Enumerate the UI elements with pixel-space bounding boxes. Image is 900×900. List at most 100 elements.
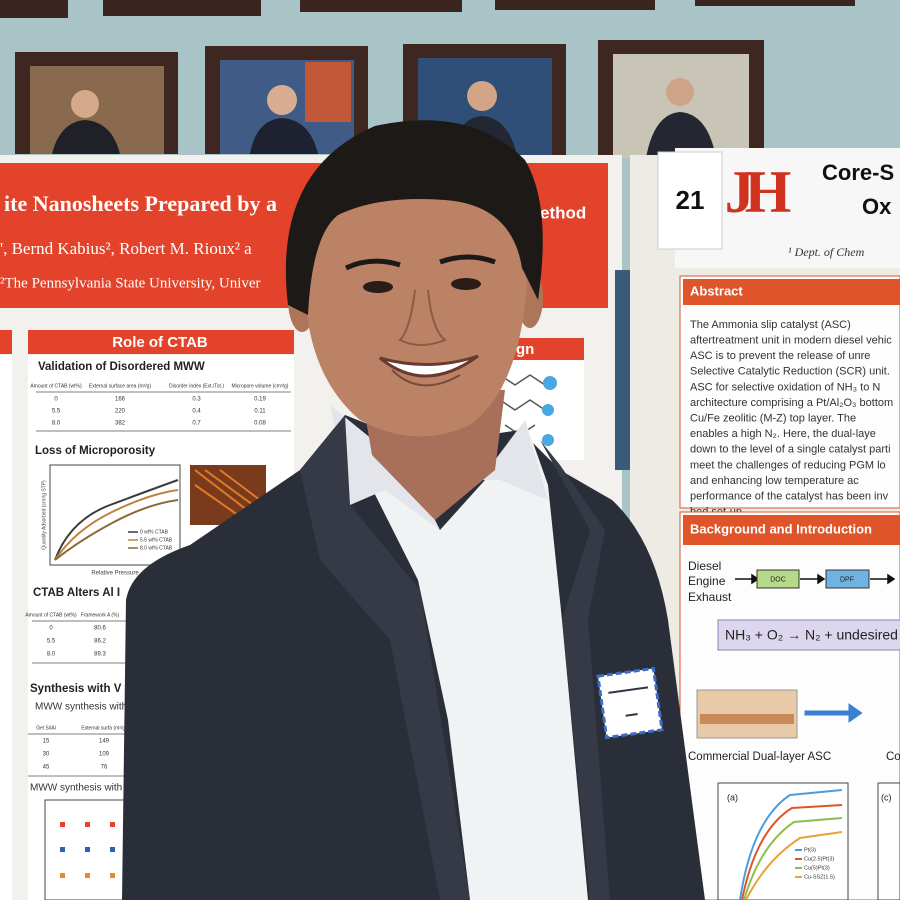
portrait	[15, 52, 178, 154]
heading: CTAB Alters Al I	[33, 587, 120, 599]
table-cell: 0.08	[254, 421, 266, 427]
poster-title: ite Nanosheets Prepared by a	[4, 191, 277, 216]
table-header: External surface area (m²/g)	[89, 383, 152, 389]
abstract-line: meet the challenges of reducing PGM lo	[690, 459, 886, 471]
table-cell: 382	[115, 421, 126, 427]
poster-affiliation: ¹ Dept. of Chem	[788, 245, 865, 259]
table-cell: 149	[99, 739, 110, 745]
table-cell: 0.11	[254, 409, 266, 415]
table-header: Disorder index (Ext./Tot.)	[169, 383, 224, 389]
shirt	[330, 405, 588, 900]
logo: JH	[725, 159, 791, 225]
section-title: Role of CTAB	[112, 334, 208, 351]
right-poster: 21 JH Core-S Ox ¹ Dept. of Chem Abstract…	[615, 148, 900, 900]
name-tag	[596, 666, 664, 740]
poster-title: Ox	[862, 194, 892, 219]
panel	[679, 275, 900, 509]
table-cell: 30	[43, 752, 50, 758]
table-cell: 76	[101, 765, 108, 771]
chart-panel	[877, 782, 900, 900]
eyebrow	[439, 254, 496, 265]
face	[304, 185, 528, 437]
number-card	[657, 151, 723, 250]
abstract-line: ASC for selective oxidation of NH₃ to N	[690, 381, 880, 393]
table-header: Micropore volume (cm³/g)	[232, 383, 289, 389]
portrait	[598, 40, 764, 158]
lapel	[540, 440, 610, 900]
poster-authors: ', Bernd Kabius², Robert M. Rioux² a	[0, 239, 252, 258]
table-cell: 0.19	[254, 397, 266, 403]
legend-label: Cu(2.5)Pt(3)	[804, 856, 834, 862]
table-header: Amount of CTAB (wt%)	[30, 383, 82, 389]
diagram-label: Engine	[688, 574, 726, 588]
portrait	[205, 46, 368, 154]
section-title: Background and Introduction	[690, 521, 872, 536]
catalyst-layer	[700, 714, 794, 724]
table-cell: 0	[49, 626, 53, 632]
table-cell: 45	[43, 765, 50, 771]
diagram-label: Diesel	[688, 559, 721, 573]
unit-label: DOC	[770, 576, 786, 583]
reaction-box	[717, 619, 900, 651]
subheading: MWW synthesis with	[35, 702, 127, 713]
legend-label: Cu(5)Pt(3)	[804, 865, 830, 871]
table-cell: 89.3	[94, 652, 106, 658]
caption: Commercial Dual-layer ASC	[688, 751, 831, 763]
lapel	[300, 415, 470, 900]
abstract-line: performance of the catalyst has been inv	[690, 491, 889, 503]
eye	[363, 281, 393, 293]
table-cell: 5.5	[52, 409, 61, 415]
abstract-line: down to the level of a single catalyst p…	[690, 444, 891, 456]
axis-label: Quantity Adsorbed (cm³/g STP)	[41, 480, 47, 550]
table-header: Framework A (%)	[81, 612, 120, 618]
person	[122, 120, 705, 900]
background-poster	[615, 270, 630, 470]
panel-label: (a)	[727, 792, 738, 802]
smile	[379, 354, 479, 378]
table-cell: 5.5	[47, 639, 56, 645]
poster-title: Core-S	[822, 160, 894, 185]
unit-box	[825, 569, 870, 589]
table-header: External surfa (m²/g)	[81, 725, 127, 731]
frame	[300, 0, 462, 12]
table: Amount of CTAB (wt%) Framework A (%) 0 80.6…	[25, 612, 130, 664]
abstract-text: The Ammonia slip catalyst (ASC) aftertrea…	[690, 319, 893, 518]
table-cell: 8.0	[47, 652, 56, 658]
nose	[398, 289, 447, 346]
eyebrow	[344, 258, 401, 271]
heading: Loss of Microporosity	[35, 445, 156, 457]
panel	[0, 355, 12, 900]
table: Amount of CTAB (wt%) External surface are…	[30, 383, 291, 432]
panel-label: (c)	[881, 792, 892, 802]
reaction: NH₃ + O₂ → N₂ + undesired	[725, 627, 898, 643]
subheading: MWW synthesis with CT	[30, 783, 138, 794]
collar	[480, 420, 548, 500]
isotherm-figure: Quantity Adsorbed (cm³/g STP) Relative P…	[41, 464, 266, 577]
heading: Synthesis with V	[30, 683, 122, 695]
arrow	[804, 703, 863, 723]
frame	[103, 0, 261, 16]
table-cell: 220	[115, 409, 126, 415]
legend-label: 0 wt% CTAB	[140, 529, 169, 535]
frame	[0, 0, 68, 18]
chart-panel	[717, 782, 849, 900]
unit-label: DPF	[840, 576, 854, 583]
eye	[451, 278, 481, 290]
legend-label: Cu-SSZ(1.5)	[804, 874, 835, 880]
abstract-line: ASC is to prevent the release of unre	[690, 350, 870, 362]
diagram-label: Exhaust	[688, 590, 732, 604]
table-cell: 0	[54, 397, 58, 403]
table-cell: 80.6	[94, 626, 106, 632]
legend: Pt(3) Cu(2.5)Pt(3) Cu(5)Pt(3) Cu-SSZ(1.5)	[795, 847, 835, 880]
frame	[695, 0, 855, 6]
hair	[285, 120, 543, 315]
legend: 0 wt% CTAB 5.5 wt% CTAB 8.0 wt% CTAB	[128, 529, 173, 551]
table-header: Amount of CTAB (wt%)	[25, 612, 77, 618]
table-cell: 166	[115, 397, 126, 403]
lip	[391, 369, 461, 387]
abstract-line: architecture comprising a Pt/Al₂O₃ botto…	[690, 397, 893, 409]
axis-label: Relative Pressure	[91, 571, 139, 577]
legend-label: 8.0 wt% CTAB	[140, 545, 173, 551]
